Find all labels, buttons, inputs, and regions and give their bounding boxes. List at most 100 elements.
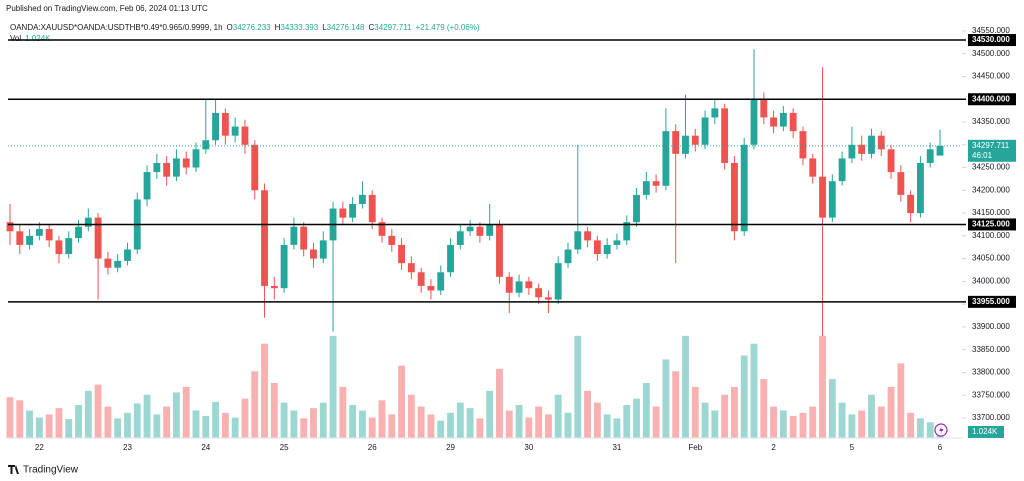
volume-bar <box>290 410 298 438</box>
volume-bar <box>133 403 141 438</box>
candle-body <box>652 181 660 186</box>
volume-bar <box>65 419 73 438</box>
volume-bar <box>6 397 14 438</box>
volume-bar <box>407 394 415 438</box>
volume-bar <box>310 408 317 438</box>
volume-bar <box>212 401 220 438</box>
candle-body <box>711 108 719 118</box>
volume-bar <box>417 406 425 438</box>
volume-bar <box>916 418 924 438</box>
candle-body <box>407 263 415 273</box>
volume-bar <box>124 412 131 438</box>
volume-bar <box>809 406 817 438</box>
candle-body <box>760 99 768 118</box>
volume-bar <box>221 412 229 438</box>
candle-body <box>280 244 288 289</box>
candle-body <box>877 135 885 150</box>
x-tick-label: 5 <box>850 443 855 452</box>
candle-body <box>770 117 778 127</box>
candle-body <box>202 140 210 150</box>
candle-body <box>104 258 112 268</box>
level-box <box>968 218 1016 231</box>
footer-logo: TradingView <box>8 465 79 476</box>
last-price-label: 34297.711 <box>972 141 1010 150</box>
volume-bar <box>848 414 856 438</box>
volume-bar <box>339 386 347 438</box>
x-tick-label: 26 <box>368 443 377 452</box>
y-tick-label: 34250.000 <box>972 163 1010 172</box>
volume-bar <box>828 379 836 438</box>
volume-bar <box>84 390 92 438</box>
candle-body <box>319 240 327 259</box>
candle-body <box>701 117 709 145</box>
volume-bar <box>280 402 288 438</box>
candle-body <box>828 181 836 218</box>
volume-bar <box>721 394 729 438</box>
candle-body <box>358 194 366 204</box>
level-box <box>968 93 1016 106</box>
candle-body <box>270 285 278 289</box>
candle-body <box>730 162 738 232</box>
candle-body <box>603 244 611 255</box>
candle-body <box>447 244 454 273</box>
y-tick-label: 33900.000 <box>972 322 1010 331</box>
candle-body <box>887 149 895 173</box>
volume-bar <box>505 410 513 438</box>
change: +21.479 (+0.06%) <box>416 23 480 32</box>
volume-bar <box>388 414 396 438</box>
y-tick-label: 34050.000 <box>972 254 1010 263</box>
candle-body <box>16 231 24 245</box>
candle-body <box>241 126 249 145</box>
volume-bar <box>623 405 631 438</box>
candle-body <box>515 281 523 293</box>
volume-bar <box>652 406 660 438</box>
volume-bar <box>877 406 885 438</box>
volume-bar <box>897 363 905 438</box>
candle-body <box>55 240 63 255</box>
volume-bar <box>476 418 484 438</box>
candle-body <box>623 222 631 241</box>
x-tick-label: 30 <box>524 443 533 452</box>
candle-body <box>564 249 572 264</box>
volume-box <box>968 426 1004 438</box>
volume-bar <box>789 416 797 438</box>
candle-body <box>251 144 259 191</box>
volume-bar <box>114 418 122 438</box>
candle-body <box>799 131 807 159</box>
volume-bar <box>202 416 210 438</box>
volume-bar <box>45 414 53 438</box>
x-tick-label: 29 <box>446 443 455 452</box>
volume-bar <box>427 414 435 438</box>
volume-bar <box>642 383 650 438</box>
candle-body <box>417 272 425 286</box>
volume-bar <box>172 392 180 438</box>
volume-bar <box>163 406 171 438</box>
volume-bar <box>153 414 161 438</box>
volume-bar <box>544 414 552 438</box>
volume-bar <box>633 398 640 438</box>
candle-body <box>476 226 484 236</box>
volume-bar <box>94 384 102 438</box>
candle-body <box>114 260 122 268</box>
volume-bar <box>858 410 866 438</box>
x-tick-label: 31 <box>612 443 621 452</box>
volume-bar <box>329 335 337 438</box>
candle-body <box>682 135 689 154</box>
last-price-box <box>968 139 1016 162</box>
volume-bar <box>261 343 268 438</box>
candle-body <box>437 272 445 291</box>
candle-body <box>143 172 151 200</box>
candle-body <box>496 224 503 277</box>
y-tick-label: 34000.000 <box>972 276 1010 285</box>
volume-bar <box>358 410 366 438</box>
candle-body <box>65 238 73 255</box>
volume-bar <box>251 371 259 438</box>
y-tick-label: 33700.000 <box>972 413 1010 422</box>
candle-body <box>35 229 43 236</box>
volume-bar <box>701 402 709 438</box>
y-tick-label: 34450.000 <box>972 72 1010 81</box>
volume-bar <box>838 402 846 438</box>
candle-body <box>388 235 396 245</box>
volume-bar <box>398 365 406 438</box>
symbol: OANDA:XAUUSD*OANDA:USDTHB*0.49*0.965/0.9… <box>10 23 223 32</box>
